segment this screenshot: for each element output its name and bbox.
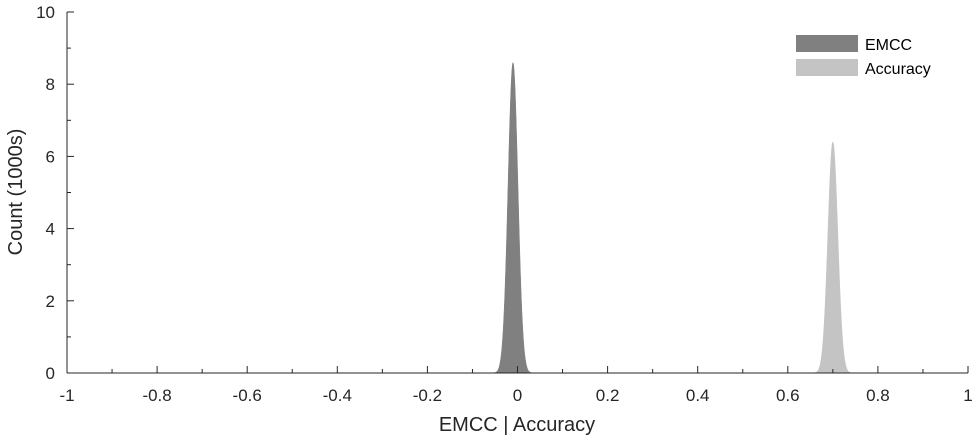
y-tick-label: 2 xyxy=(46,292,55,311)
y-axis-label: Count (1000s) xyxy=(5,129,27,256)
x-tick-label: -0.8 xyxy=(142,386,171,405)
histogram-series-emcc xyxy=(492,61,534,374)
legend-label-emcc: EMCC xyxy=(865,37,912,54)
x-tick-label: 0 xyxy=(513,386,522,405)
x-tick-label: 0.4 xyxy=(686,386,710,405)
legend: EMCC Accuracy xyxy=(796,35,931,78)
legend-label-accuracy: Accuracy xyxy=(865,61,931,78)
y-tick-label: 10 xyxy=(36,3,55,22)
x-tick-label: -1 xyxy=(59,386,74,405)
legend-swatch-emcc xyxy=(796,35,858,52)
y-tick-label: 0 xyxy=(46,364,55,383)
x-tick-label: -0.4 xyxy=(323,386,352,405)
x-tick-label: 0.8 xyxy=(866,386,890,405)
histogram-series-accuracy xyxy=(812,141,853,374)
x-tick-label: -0.6 xyxy=(233,386,262,405)
series-layer xyxy=(492,61,853,374)
x-tick-label: 0.2 xyxy=(596,386,620,405)
x-tick-label: 0.6 xyxy=(776,386,800,405)
x-tick-label: 1 xyxy=(963,386,972,405)
legend-swatch-accuracy xyxy=(796,59,858,76)
x-tick-label: -0.2 xyxy=(413,386,442,405)
x-axis-label: EMCC | Accuracy xyxy=(439,414,595,436)
y-tick-label: 6 xyxy=(46,147,55,166)
y-tick-label: 8 xyxy=(46,75,55,94)
y-tick-label: 4 xyxy=(46,220,55,239)
